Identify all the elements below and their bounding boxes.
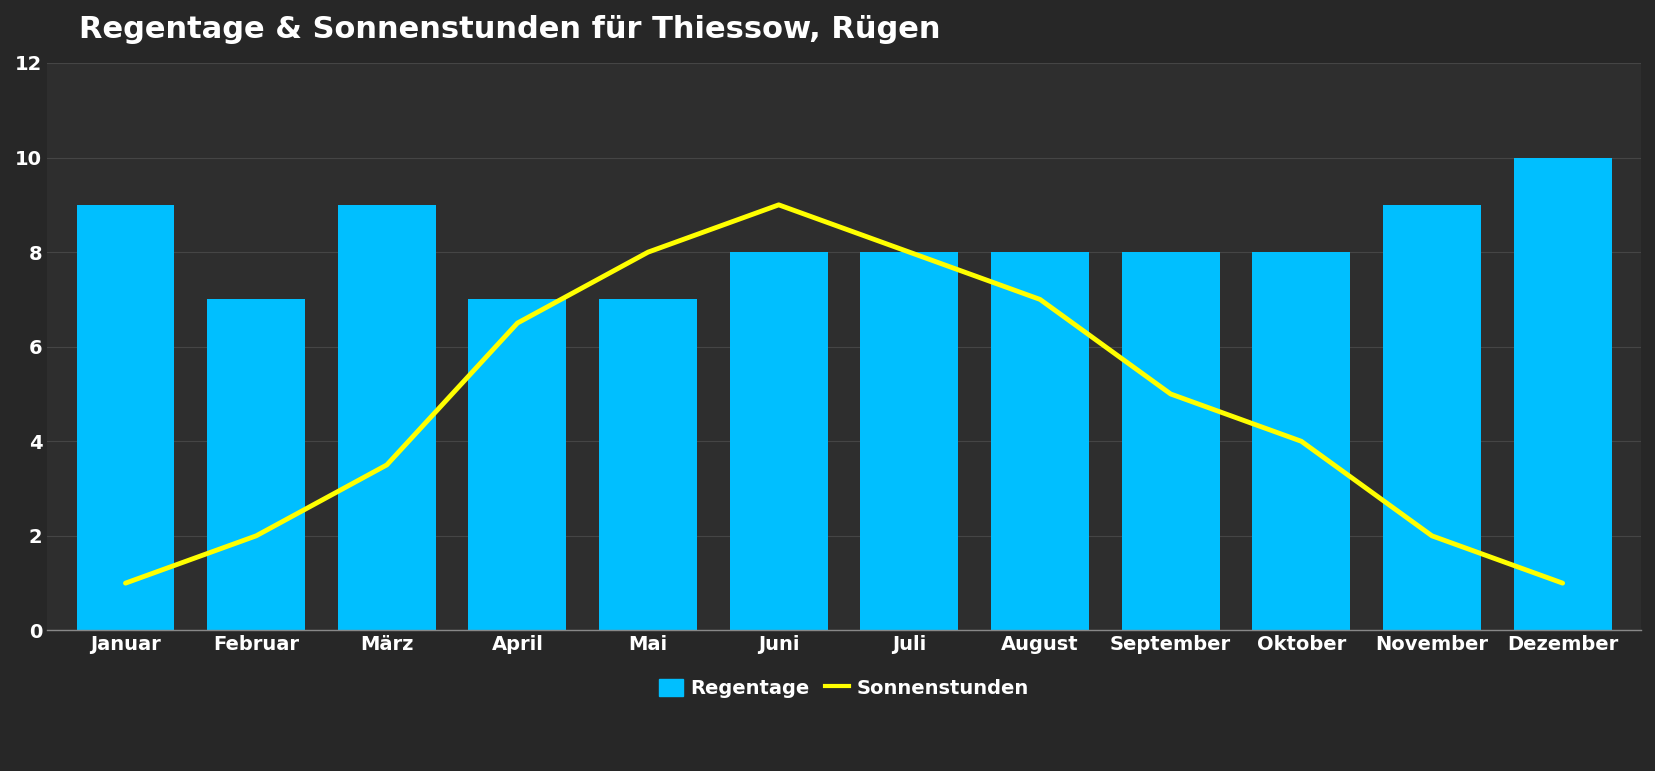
Bar xyxy=(1251,252,1349,631)
Bar xyxy=(338,205,435,631)
Bar xyxy=(1382,205,1480,631)
Bar xyxy=(1120,252,1220,631)
Bar xyxy=(730,252,828,631)
Text: Regentage & Sonnenstunden für Thiessow, Rügen: Regentage & Sonnenstunden für Thiessow, … xyxy=(79,15,940,44)
Bar xyxy=(207,299,305,631)
Bar xyxy=(990,252,1089,631)
Bar xyxy=(468,299,566,631)
Bar xyxy=(1513,157,1610,631)
Bar xyxy=(76,205,174,631)
Bar xyxy=(861,252,958,631)
Bar xyxy=(599,299,697,631)
Legend: Regentage, Sonnenstunden: Regentage, Sonnenstunden xyxy=(652,671,1036,705)
